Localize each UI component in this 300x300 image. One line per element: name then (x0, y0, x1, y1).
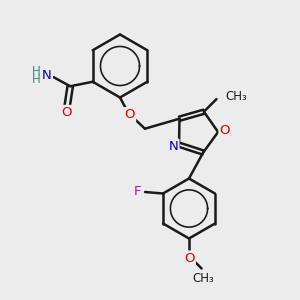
Text: O: O (184, 251, 195, 265)
Text: O: O (61, 106, 72, 119)
Text: H: H (32, 65, 41, 78)
Text: O: O (220, 124, 230, 137)
Text: O: O (125, 108, 135, 121)
Text: H: H (32, 73, 41, 85)
Text: CH₃: CH₃ (192, 272, 214, 285)
Text: CH₃: CH₃ (225, 90, 247, 103)
Text: N: N (42, 69, 52, 82)
Text: F: F (134, 185, 141, 198)
Text: N: N (169, 140, 178, 153)
